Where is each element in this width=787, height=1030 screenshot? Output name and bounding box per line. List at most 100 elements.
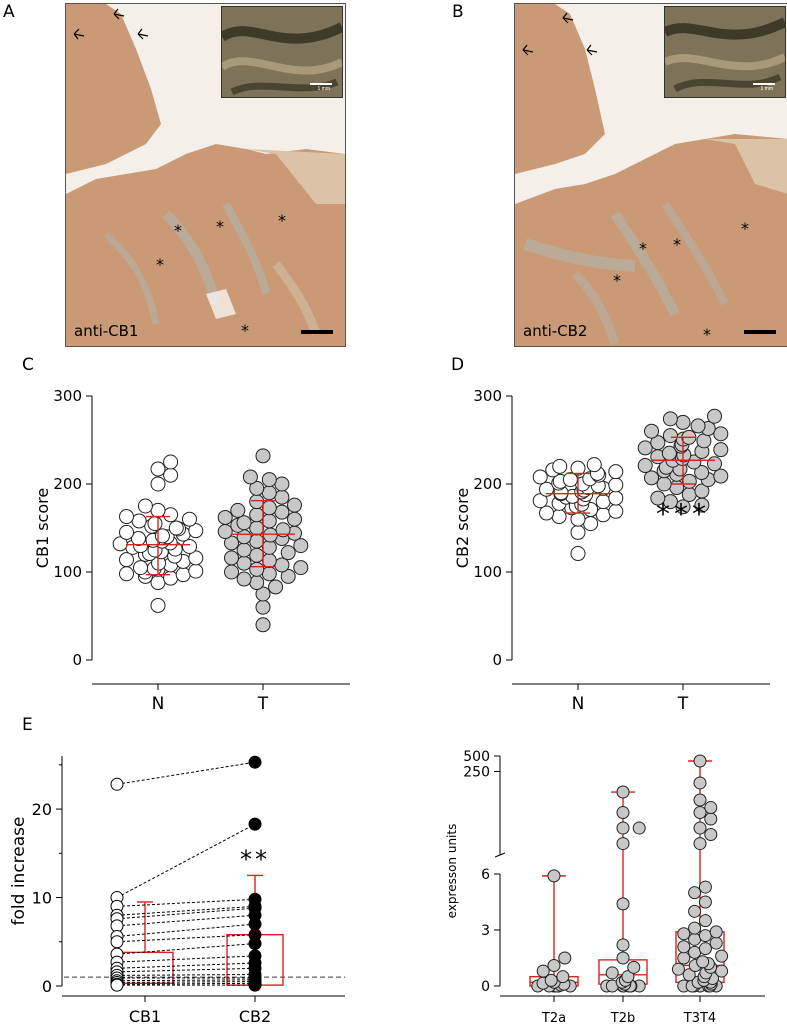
pair-line — [117, 824, 255, 897]
data-point — [645, 424, 659, 438]
pair-line — [117, 963, 255, 968]
data-point — [714, 469, 728, 483]
data-point — [699, 896, 711, 908]
data-point — [250, 495, 264, 509]
data-point — [151, 462, 165, 476]
y-tick-label: 300 — [53, 387, 82, 405]
data-point — [237, 556, 251, 570]
data-point — [183, 512, 197, 526]
data-point — [540, 506, 554, 520]
data-point — [120, 553, 134, 567]
cb1-point — [111, 936, 123, 948]
y-tick-label: 100 — [473, 563, 502, 581]
data-point — [694, 755, 706, 767]
x-tick-label: T2b — [610, 1011, 635, 1026]
data-point — [609, 465, 623, 479]
panel-label-c: C — [22, 355, 34, 375]
data-point — [533, 470, 547, 484]
data-point — [708, 457, 722, 471]
pair-line — [117, 899, 255, 906]
data-point — [609, 504, 623, 518]
data-point — [699, 930, 711, 942]
data-point — [617, 952, 629, 964]
data-point — [617, 939, 629, 951]
pair-line — [117, 980, 255, 981]
data-point — [151, 477, 165, 491]
cb2-point — [249, 979, 261, 991]
data-point — [250, 562, 264, 576]
data-point — [537, 965, 549, 977]
y-tick-label: 6 — [481, 867, 490, 883]
data-point — [689, 887, 701, 899]
data-point — [670, 481, 684, 495]
data-point — [250, 576, 264, 590]
data-point — [151, 503, 165, 517]
data-point — [628, 961, 640, 973]
pair-line — [117, 982, 255, 983]
data-point — [548, 870, 560, 882]
data-point — [606, 967, 618, 979]
data-point — [657, 477, 671, 491]
data-point — [148, 517, 162, 531]
data-point — [705, 802, 717, 814]
y-tick-label: 0 — [72, 651, 82, 669]
data-point — [288, 512, 302, 526]
pair-line — [117, 944, 255, 955]
y-axis-label: fold increase — [9, 817, 29, 926]
panel-label-a: A — [3, 2, 15, 22]
data-point — [243, 470, 257, 484]
svg-text:*: * — [741, 219, 749, 238]
data-point — [638, 441, 652, 455]
data-point — [694, 777, 706, 789]
data-point — [617, 786, 629, 798]
svg-text:*: * — [216, 217, 224, 236]
data-point — [288, 498, 302, 512]
data-point — [699, 943, 711, 955]
x-tick-label: T — [677, 694, 689, 710]
data-point — [256, 618, 270, 632]
data-point — [218, 525, 232, 539]
data-point — [689, 922, 701, 934]
data-point — [275, 505, 289, 519]
cb2-point — [249, 818, 261, 830]
y-tick-label: 3 — [481, 923, 490, 939]
data-point — [225, 565, 239, 579]
stain-label-cb2: anti-CB2 — [523, 322, 587, 340]
y-axis-label: CB1 score — [33, 488, 52, 568]
data-point — [164, 468, 178, 482]
data-point — [262, 501, 276, 515]
data-point — [633, 822, 645, 834]
data-point — [682, 474, 696, 488]
data-point — [237, 543, 251, 557]
data-point — [262, 554, 276, 568]
data-point — [237, 516, 251, 530]
data-point — [176, 568, 190, 582]
y-tick-label: 20 — [32, 800, 52, 819]
data-point — [710, 937, 722, 949]
data-point — [678, 928, 690, 940]
data-point — [151, 598, 165, 612]
significance-label: *** — [656, 498, 710, 531]
data-point — [617, 838, 629, 850]
data-point — [584, 517, 598, 531]
data-point — [120, 510, 134, 524]
data-point — [689, 946, 701, 958]
data-point — [645, 471, 659, 485]
data-point — [262, 473, 276, 487]
data-point — [120, 567, 134, 581]
data-point — [275, 490, 289, 504]
stain-label-cb1: anti-CB1 — [74, 322, 138, 340]
data-point — [164, 455, 178, 469]
svg-text:*: * — [156, 255, 164, 274]
data-point — [678, 941, 690, 953]
data-point — [678, 952, 690, 964]
x-tick-label: CB2 — [239, 1007, 271, 1026]
data-point — [694, 838, 706, 850]
y-tick-label: 200 — [53, 475, 82, 493]
micrograph-cb1: * * * * * 1 mm anti-CB1 — [65, 3, 346, 347]
x-tick-label: T2a — [541, 1011, 566, 1026]
pair-line — [117, 968, 255, 972]
pair-line — [117, 975, 255, 976]
y-tick-label: 0 — [42, 977, 52, 996]
data-point — [250, 508, 264, 522]
